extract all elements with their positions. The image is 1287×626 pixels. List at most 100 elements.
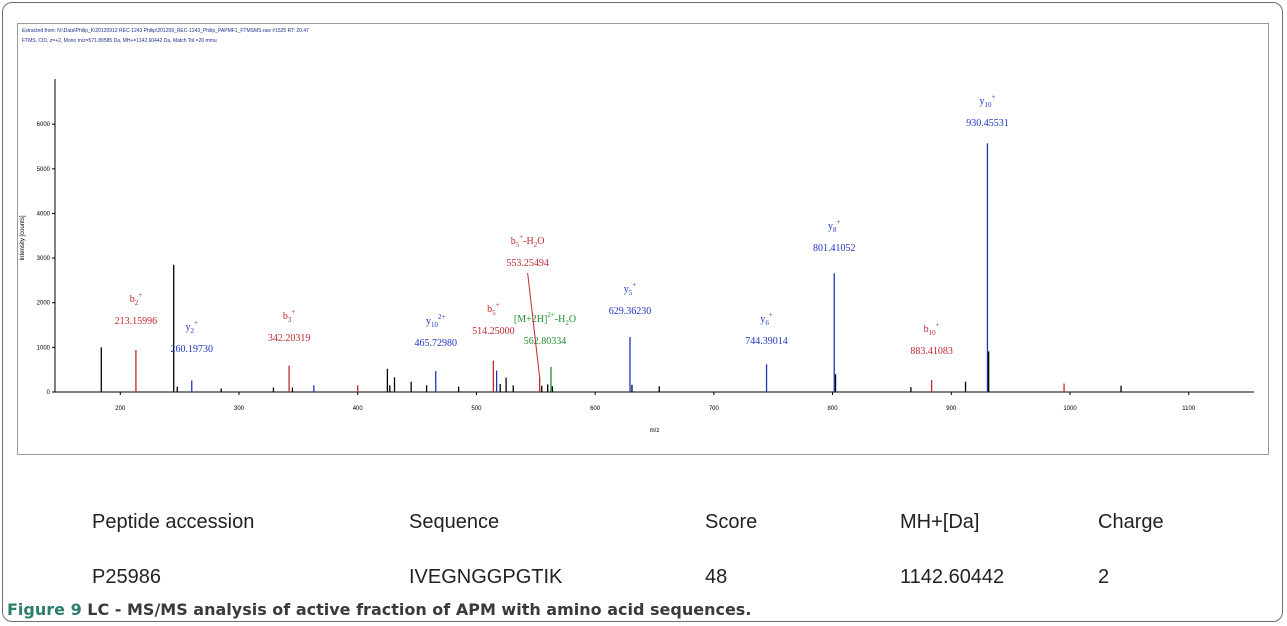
ion-label-superscript: + [991,93,995,101]
ion-mass-label: 213.15996 [115,316,158,327]
ion-mass-label: 514.25000 [472,326,515,337]
ion-label-base: y [624,284,629,295]
y-tick-label: 0 [47,390,51,396]
ion-label-base: b [924,324,929,335]
ion-label: y6+ [760,311,773,327]
ion-label: b2+ [130,291,143,307]
ion-label-superscript: 2+ [547,311,555,319]
ion-label-base: [M+2H] [514,314,547,325]
col-mh: MH+[Da] [900,511,980,533]
y-tick-label: 2000 [37,301,51,307]
ion-label-suffix: -H [555,314,566,325]
y-tick-label: 4000 [37,211,51,217]
x-tick-label: 700 [709,406,720,412]
ion-label-subscript: 2 [135,299,139,307]
figure-caption: Figure 9 LC - MS/MS analysis of active f… [7,600,751,619]
ion-label-suffix-subscript: 2 [534,241,538,249]
ion-mass-label: 801.41052 [813,243,856,254]
ion-label-subscript: 8 [833,226,837,234]
x-tick-label: 900 [946,406,957,412]
ion-label-suffix-end: O [569,314,576,325]
ion-mass-label: 342.20319 [268,333,311,344]
ion-label-base: b [283,311,288,322]
cell-score: 48 [705,566,728,588]
raw-file-header: Extracted from: N:\Data\Philip_K\2012091… [22,28,309,34]
x-tick-label: 1000 [1063,406,1077,412]
ion-label-subscript: 3 [288,316,292,324]
ion-label-subscript: 5 [629,289,633,297]
ion-mass-label: 629.36230 [609,306,652,317]
ion-mass-label: 883.41083 [910,346,953,357]
ion-label-subscript: 10 [431,321,439,329]
table-header-row: Peptide accession Sequence Score MH+[Da]… [0,511,1287,541]
ion-label-superscript: + [769,311,773,319]
y-tick-label: 5000 [37,167,51,173]
ion-label-base: b [130,294,135,305]
ion-label: y10+ [979,93,995,109]
ion-label-superscript: + [291,308,295,316]
caption-text: LC - MS/MS analysis of active fraction o… [81,600,752,619]
x-tick-label: 400 [353,406,364,412]
ion-label: b5+ [487,301,500,317]
ion-label: y5+ [624,281,637,297]
col-sequence: Sequence [409,511,500,533]
cell-sequence: IVEGNGGPGTIK [409,566,563,588]
spectrum-panel: Extracted from: N:\Data\Philip_K\2012091… [17,23,1269,455]
ion-label-superscript: + [632,281,636,289]
ion-label-suffix: -H [523,236,534,247]
ion-label: y102+ [426,313,446,329]
ion-label-superscript: + [519,233,523,241]
table-data-row: P25986 IVEGNGGPGTIK 48 1142.60442 2 [0,566,1287,596]
ion-mass-label: 553.25494 [506,258,549,269]
ion-mass-label: 744.39014 [745,336,788,347]
ion-mass-label: 465.72980 [414,338,457,349]
y-tick-label: 3000 [37,256,51,262]
col-score: Score [705,511,758,533]
ion-label-base: b [487,304,492,315]
x-tick-label: 1100 [1182,406,1196,412]
ion-label-superscript: + [138,291,142,299]
ion-label-superscript: 2+ [438,313,446,321]
x-tick-label: 300 [234,406,245,412]
cell-charge: 2 [1098,566,1110,588]
x-axis-label: m/z [650,428,660,434]
x-tick-label: 800 [828,406,839,412]
ion-label-base: y [760,314,765,325]
ion-label-superscript: + [496,301,500,309]
y-axis-label: Intensity [counts] [20,215,26,260]
y-tick-label: 6000 [37,122,51,128]
cell-mh: 1142.60442 [900,566,1005,588]
x-tick-label: 600 [590,406,601,412]
ion-label: [M+2H]2+-H2O [514,311,576,327]
ion-label: y2+ [186,319,199,335]
ion-mass-label: 930.45531 [966,118,1009,129]
figure-number: Figure 9 [7,600,82,619]
ion-label-superscript: + [837,218,841,226]
x-tick-label: 200 [115,406,126,412]
ion-leader-line [527,272,541,378]
ion-label: b3+ [283,308,296,324]
ion-label-subscript: 6 [765,319,769,327]
ion-label-base: y [828,221,833,232]
ion-label-base: y [186,322,191,333]
ion-mass-label: 562.80334 [524,336,567,347]
ion-label-subscript: 5 [516,241,520,249]
x-tick-label: 500 [471,406,482,412]
ion-label-base: b [511,236,516,247]
ms-ms-spectrum-chart: 0 1000 2000 3000 4000 5000 6000 200 300 400 500 600… [20,79,1254,434]
scan-info-header: FTMS, CID, z=+2, Mono m/z=571.80585 Da, … [22,38,217,44]
col-charge: Charge [1098,511,1164,533]
ion-label-suffix-subscript: 2 [565,319,569,327]
ion-label: b10+ [924,321,940,337]
cell-accession: P25986 [92,566,161,588]
ion-label-superscript: + [194,319,198,327]
ion-label-base: y [979,96,984,107]
ion-mass-label: 260.19730 [171,344,214,355]
col-peptide-accession: Peptide accession [92,511,255,533]
y-tick-label: 1000 [37,345,51,351]
ion-label-subscript: 2 [191,327,195,335]
ion-label-subscript: 10 [984,101,992,109]
ion-label-subscript: 5 [492,309,496,317]
ion-label-base: y [426,316,431,327]
